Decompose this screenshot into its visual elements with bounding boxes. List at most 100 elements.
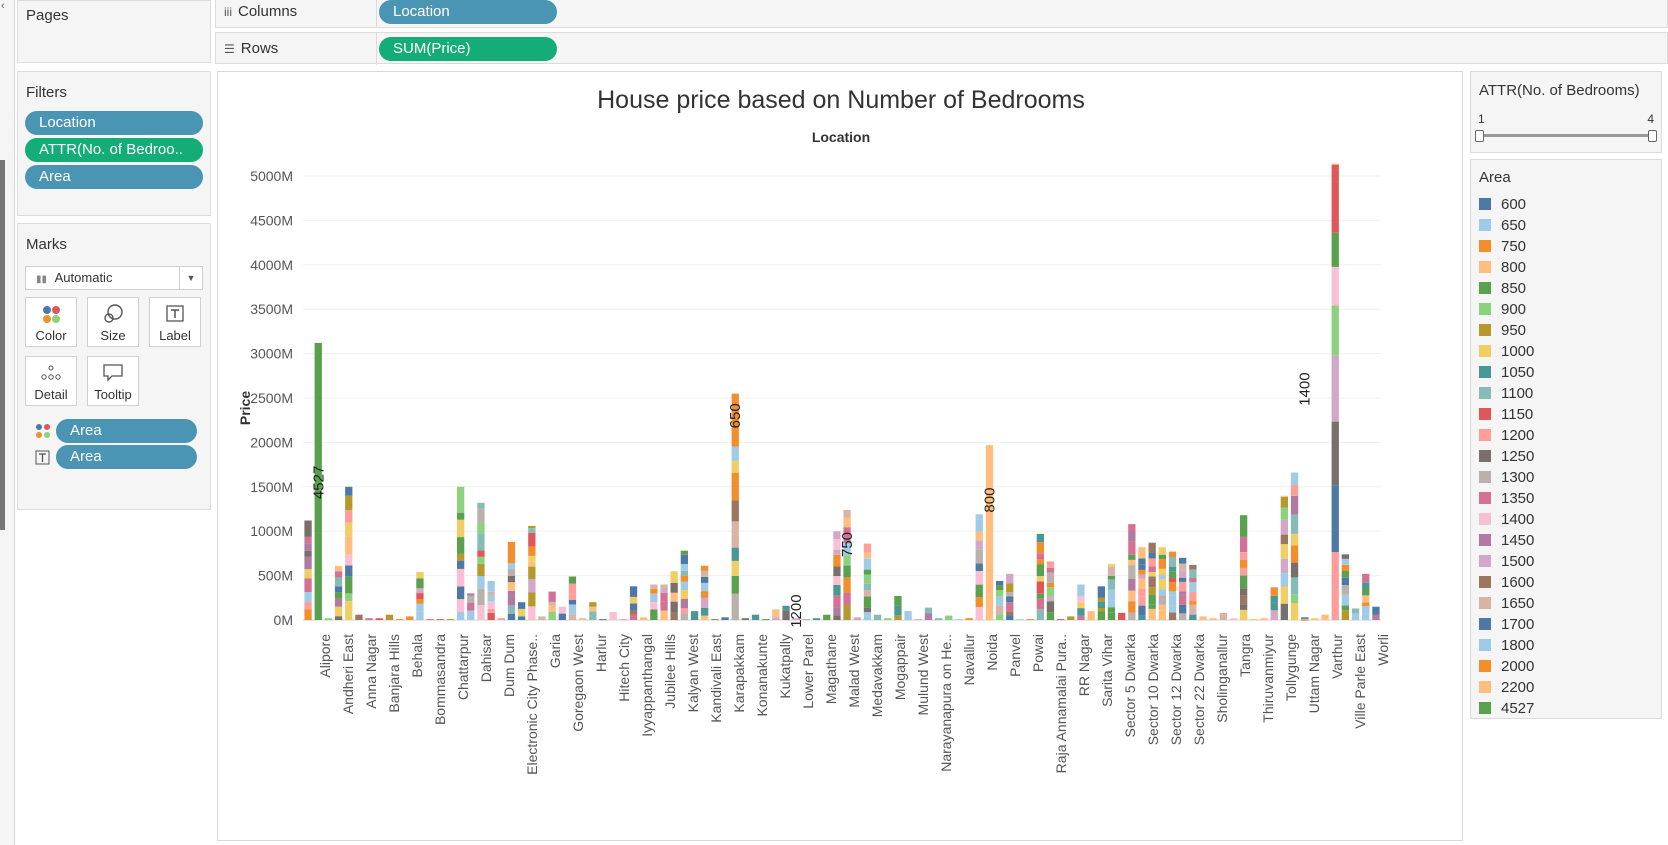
- legend-item[interactable]: 1050: [1479, 364, 1534, 382]
- bar-segment: [507, 586, 516, 591]
- bar-segment: [741, 618, 749, 620]
- bar-segment: [863, 612, 872, 620]
- bar-segment: [1138, 564, 1146, 570]
- bar-segment: [599, 619, 607, 621]
- legend-item[interactable]: 850: [1479, 280, 1526, 298]
- legend-item[interactable]: 1100: [1479, 385, 1533, 403]
- legend-item[interactable]: 800: [1479, 259, 1526, 277]
- legend-item[interactable]: 1450: [1479, 532, 1534, 550]
- rows-shelf[interactable]: ☰ Rows SUM(Price): [215, 32, 1668, 65]
- left-scrollbar[interactable]: [0, 160, 5, 530]
- bar-segment: [467, 595, 475, 603]
- legend-item[interactable]: 1350: [1479, 490, 1534, 508]
- bar-segment: [1240, 552, 1248, 561]
- legend-item[interactable]: 2000: [1479, 658, 1534, 676]
- bar-segment: [701, 576, 709, 583]
- slider-handle-min[interactable]: [1475, 130, 1484, 142]
- legend-item[interactable]: 1500: [1479, 553, 1534, 571]
- y-tick-label: 2000M: [250, 434, 293, 450]
- legend-item[interactable]: 1250: [1479, 448, 1534, 466]
- bar-segment: [304, 543, 312, 551]
- legend-item[interactable]: 1400: [1479, 511, 1534, 529]
- bar-segment: [894, 596, 902, 606]
- marks-pill-area-color[interactable]: Area: [56, 419, 197, 443]
- bar-segment: [955, 619, 963, 621]
- bar-segment: [538, 616, 546, 620]
- legend-swatch: [1479, 219, 1491, 231]
- bar-segment: [1270, 595, 1278, 603]
- bar-segment: [843, 543, 851, 556]
- columns-pill-location[interactable]: Location: [379, 0, 557, 24]
- legend-item[interactable]: 2200: [1479, 679, 1534, 697]
- y-tick-label: 1000M: [250, 523, 293, 539]
- filter-pill-area[interactable]: Area: [25, 165, 203, 189]
- bar-segment: [660, 589, 668, 593]
- bar-segment: [1321, 614, 1329, 620]
- bar-segment: [345, 565, 353, 577]
- detail-button[interactable]: Detail: [25, 356, 77, 406]
- tooltip-button[interactable]: Tooltip: [87, 356, 139, 406]
- mark-type-dropdown[interactable]: ▮▮ Automatic ▼: [25, 266, 203, 290]
- slider-track[interactable]: [1479, 134, 1653, 137]
- bar-segment: [1240, 515, 1248, 537]
- marks-pill-area-label[interactable]: Area: [56, 445, 197, 469]
- legend-item[interactable]: 1000: [1479, 343, 1534, 361]
- legend-item[interactable]: 600: [1479, 196, 1526, 214]
- bar-segment: [1097, 586, 1105, 598]
- legend-item[interactable]: 4527: [1479, 700, 1534, 718]
- bar-segment: [1311, 618, 1319, 620]
- label-button[interactable]: Label: [149, 297, 201, 347]
- bar-segment: [833, 566, 841, 577]
- bar-segment: [863, 574, 872, 584]
- chevron-down-icon[interactable]: ▼: [179, 267, 202, 289]
- legend-item[interactable]: 1800: [1479, 637, 1534, 655]
- legend-item[interactable]: 650: [1479, 217, 1526, 235]
- bar-segment: [782, 610, 790, 620]
- color-button[interactable]: Color: [25, 297, 77, 347]
- bar-segment: [843, 605, 851, 620]
- legend-item[interactable]: 900: [1479, 301, 1526, 319]
- bar-segment: [1138, 558, 1146, 565]
- bar-segment: [457, 560, 465, 569]
- legend-item[interactable]: 1700: [1479, 616, 1534, 634]
- legend-label: 1050: [1501, 364, 1535, 381]
- legend-label: 950: [1501, 322, 1527, 339]
- bar-segment: [975, 514, 983, 520]
- legend-label: 600: [1501, 196, 1527, 213]
- x-tick-label: Tangra: [1237, 634, 1253, 677]
- bar-segment: [1260, 618, 1268, 620]
- slider-handle-max[interactable]: [1648, 130, 1657, 142]
- bar-segment: [833, 615, 841, 620]
- bar-segment: [812, 618, 821, 620]
- legend-item[interactable]: 1200: [1479, 427, 1534, 445]
- bar-segment: [304, 569, 312, 579]
- legend-item[interactable]: 1600: [1479, 574, 1534, 592]
- bar-segment: [1351, 613, 1360, 620]
- bar-segment: [528, 525, 536, 529]
- legend-item[interactable]: 750: [1479, 238, 1526, 256]
- legend-label: 1300: [1501, 469, 1535, 486]
- bar-segment: [487, 601, 495, 609]
- bar-segment: [528, 579, 536, 593]
- size-button[interactable]: Size: [87, 297, 139, 347]
- rows-pill-sum-price[interactable]: SUM(Price): [379, 37, 557, 61]
- bar-segment: [1240, 560, 1248, 568]
- filter-pill-bedrooms[interactable]: ATTR(No. of Bedroo..: [25, 138, 203, 162]
- legend-item[interactable]: 1300: [1479, 469, 1534, 487]
- legend-label: 1200: [1501, 427, 1535, 444]
- bar-segment: [1301, 619, 1309, 621]
- bar-segment: [1179, 557, 1187, 564]
- legend-swatch: [1479, 639, 1491, 651]
- legend-item[interactable]: 1150: [1479, 406, 1533, 424]
- bar-segment: [568, 599, 577, 605]
- legend-item[interactable]: 950: [1479, 322, 1526, 340]
- bar-segment: [975, 571, 983, 585]
- bar-segment: [1148, 542, 1156, 553]
- filter-pill-location[interactable]: Location: [25, 111, 203, 135]
- columns-shelf[interactable]: iii Columns Location: [215, 0, 1668, 28]
- bar-segment: [1179, 604, 1187, 614]
- bar-segment: [965, 618, 973, 620]
- bar-segment: [701, 591, 709, 598]
- collapse-icon[interactable]: ‹: [1, 0, 5, 12]
- legend-item[interactable]: 1650: [1479, 595, 1534, 613]
